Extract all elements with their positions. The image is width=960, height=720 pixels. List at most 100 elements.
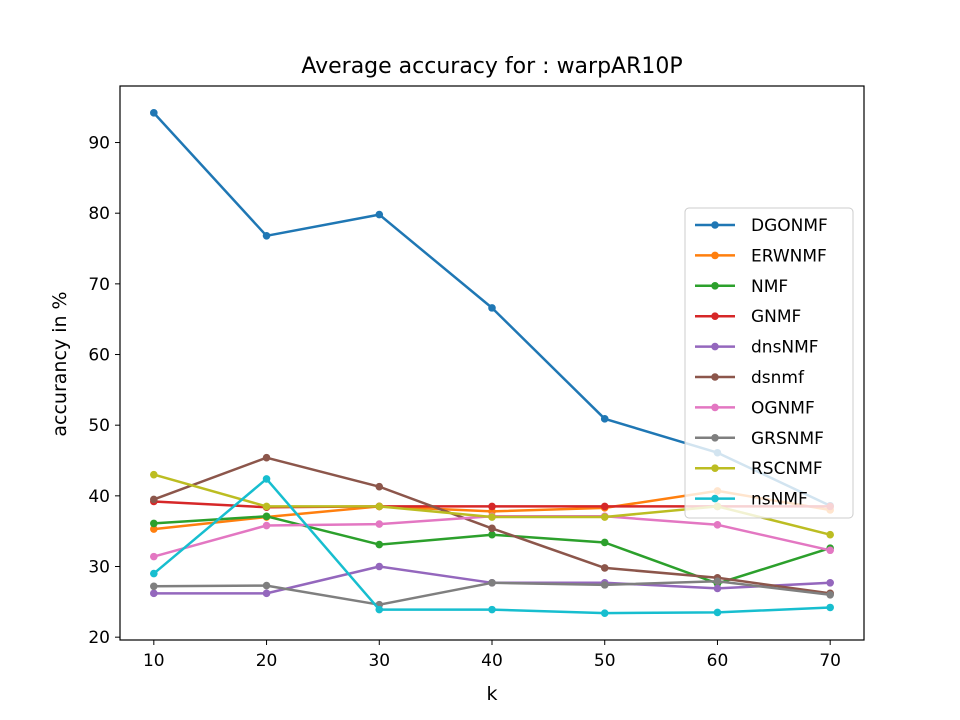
x-tick-label: 60 [707,651,729,671]
data-point [150,569,158,578]
data-point [826,603,834,612]
series-nsNMF [150,475,834,617]
data-point [488,530,496,539]
data-point [262,589,271,598]
data-point [600,581,609,589]
data-point [262,521,271,530]
x-tick-label: 50 [594,651,616,671]
legend-label: OGNMF [751,398,815,418]
legend-swatch-marker [711,494,719,503]
data-point [150,470,158,479]
data-point [488,513,496,521]
data-point [488,578,496,587]
data-point [826,530,834,539]
legend-swatch-marker [711,464,719,473]
legend-item: NMF [695,277,788,297]
y-tick-label: 90 [88,134,110,154]
data-point [262,512,271,521]
data-point [150,552,158,561]
legend-label: nsNMF [751,490,808,510]
data-point [600,538,609,547]
data-point [826,578,834,587]
data-point [375,482,384,491]
data-point [826,590,834,599]
legend-item: OGNMF [695,398,815,418]
legend: DGONMF ERWNMF NMF GNMF dnsNMF dsnmf OGNMF GRSNM… [684,207,854,519]
data-point [488,605,496,614]
data-point [600,415,609,423]
data-point [713,584,722,593]
y-tick-label: 50 [88,416,110,436]
legend-swatch-marker [711,312,719,321]
data-point [488,524,496,533]
data-point [262,232,271,240]
legend-item: dsnmf [695,368,805,388]
data-point [713,521,722,529]
legend-label: ERWNMF [751,246,827,266]
data-point [262,475,271,483]
legend-swatch-marker [711,373,719,381]
legend-label: DGONMF [751,216,828,236]
data-point [150,589,158,598]
data-point [600,564,609,572]
data-point [600,609,609,617]
legend-item: nsNMF [695,490,808,510]
data-point [375,520,384,528]
data-point [150,582,158,591]
x-tick-label: 10 [143,651,165,671]
data-point [150,495,158,504]
data-point [262,502,271,511]
legend-label: NMF [751,277,788,297]
legend-item: dnsNMF [695,338,819,358]
legend-item: DGONMF [695,216,828,236]
data-point [150,109,158,117]
x-tick-label: 40 [481,651,503,671]
data-point [150,519,158,528]
legend-swatch-marker [711,282,719,290]
legend-label: dsnmf [751,368,805,388]
y-tick-label: 60 [88,346,110,366]
legend-swatch-marker [711,251,719,260]
series-GRSNMF [150,577,834,609]
x-tick-label: 70 [819,651,841,671]
data-point [488,304,496,312]
data-point [375,605,384,614]
x-axis-label: k [486,683,497,705]
legend-label: GRSNMF [751,429,824,449]
y-tick-label: 40 [88,487,110,507]
legend-item: GRSNMF [695,429,824,449]
chart-title: Average accuracy for : warpAR10P [301,54,682,79]
axes-layer: 10 20 30 40 50 60 70 20 30 40 50 60 70 80 90 [88,85,865,671]
y-tick-label: 70 [88,275,110,295]
data-point [150,525,158,533]
y-tick-label: 20 [88,628,110,648]
y-tick-label: 80 [88,204,110,224]
data-point [600,502,609,511]
data-point [375,502,384,511]
series-NMF [150,512,834,588]
x-tick-label: 30 [368,651,390,671]
data-point [375,540,384,549]
legend-swatch-marker [711,403,719,412]
x-tick-label: 20 [256,651,278,671]
data-point [826,546,834,555]
data-point [375,210,384,219]
data-point [262,453,271,462]
legend-swatch-marker [711,434,719,442]
data-point [713,608,722,617]
y-tick-label: 30 [88,558,110,578]
legend-label: GNMF [751,307,801,327]
legend-swatch-marker [711,342,719,351]
legend-swatch-marker [711,221,719,229]
legend-label: dnsNMF [751,338,819,358]
data-point [713,577,722,586]
legend-item: RSCNMF [695,459,823,479]
data-point [488,502,496,511]
data-point [375,562,384,571]
legend-item: ERWNMF [695,246,827,266]
y-axis-label: accurancy in % [49,291,71,436]
data-point [262,581,271,590]
legend-label: RSCNMF [751,459,823,479]
data-point [600,513,609,521]
